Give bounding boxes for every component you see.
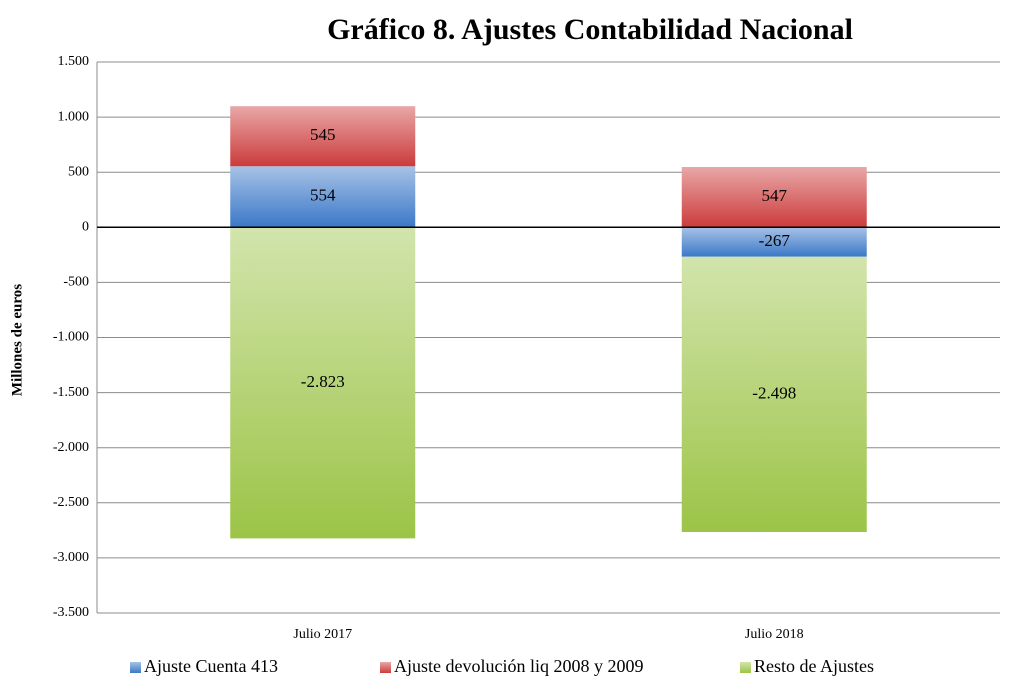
bar-segment (230, 106, 416, 167)
bar-segment (681, 227, 867, 257)
data-label: -2.498 (752, 383, 796, 402)
legend-swatch (130, 662, 141, 673)
y-tick-label: -3.500 (53, 605, 89, 620)
y-tick-label: 0 (82, 220, 89, 235)
legend-swatch (380, 662, 391, 673)
x-tick-label: Julio 2017 (293, 627, 352, 642)
legend-swatch (740, 662, 751, 673)
y-tick-label: -2.000 (53, 440, 89, 455)
y-tick-label: -1.000 (53, 330, 89, 345)
y-tick-label: -500 (63, 275, 89, 290)
y-tick-label: -1.500 (53, 385, 89, 400)
bar-segment (681, 167, 867, 228)
bar-segment (681, 256, 867, 533)
data-label: 554 (310, 186, 336, 205)
x-tick-label: Julio 2018 (745, 627, 804, 642)
bar-segment (230, 166, 416, 228)
data-label: -2.823 (301, 372, 345, 391)
y-tick-label: 500 (68, 164, 89, 179)
legend-label: Resto de Ajustes (754, 656, 874, 676)
data-label: 545 (310, 125, 336, 144)
data-label: 547 (762, 186, 788, 205)
y-axis-label: Millones de euros (9, 284, 25, 396)
y-tick-label: 1.000 (58, 109, 90, 124)
legend-label: Ajuste devolución liq 2008 y 2009 (394, 656, 643, 676)
y-tick-label: -3.000 (53, 550, 89, 565)
chart-title: Gráfico 8. Ajustes Contabilidad Nacional (327, 13, 853, 46)
data-label: -267 (759, 231, 791, 250)
y-tick-label: 1.500 (58, 54, 90, 69)
legend-label: Ajuste Cuenta 413 (144, 656, 278, 676)
y-tick-label: -2.500 (53, 495, 89, 510)
bar-segment (230, 227, 416, 539)
